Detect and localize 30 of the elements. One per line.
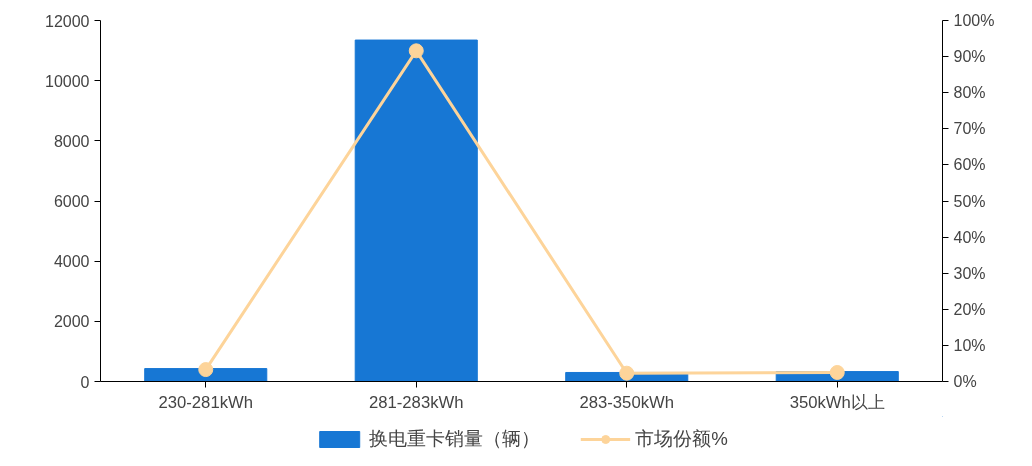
y-tick-label: 10000 — [45, 72, 90, 90]
y2-tick-label: 90% — [953, 48, 986, 66]
point — [829, 364, 845, 380]
y2-tick-label: 20% — [953, 300, 986, 318]
x-tick-label: 283-350kWh — [579, 392, 674, 412]
bar — [144, 368, 268, 382]
y2-tick-label: 50% — [953, 192, 986, 210]
y2-tick-label: 0% — [953, 373, 977, 390]
x-tick-label: 230-281kWh — [158, 392, 253, 412]
bar — [354, 39, 478, 382]
y2-tick-label: 80% — [953, 84, 986, 102]
y2-tick-label: 40% — [953, 228, 986, 246]
y-tick-label: 2000 — [53, 313, 90, 331]
y-tick-label: 6000 — [53, 193, 90, 210]
y2-tick-label: 30% — [953, 264, 986, 282]
y-tick-label: 8000 — [53, 132, 90, 150]
y-tick-label: 4000 — [53, 253, 90, 271]
x-tick-label: 350kWh以上 — [789, 392, 885, 412]
y-tick-label: 12000 — [45, 12, 90, 30]
point — [198, 362, 214, 378]
y2-tick-label: 60% — [953, 156, 986, 174]
point — [619, 365, 635, 381]
x-tick-label: 281-283kWh — [369, 392, 464, 412]
legend-label: 换电重卡销量（辆） — [369, 427, 541, 451]
y-tick-label: 0 — [80, 373, 90, 391]
point — [408, 43, 424, 59]
y2-tick-label: 70% — [953, 120, 986, 138]
legend-label: 市场份额% — [635, 427, 728, 451]
y2-tick-label: 10% — [953, 336, 986, 354]
y2-tick-label: 100% — [953, 12, 995, 29]
